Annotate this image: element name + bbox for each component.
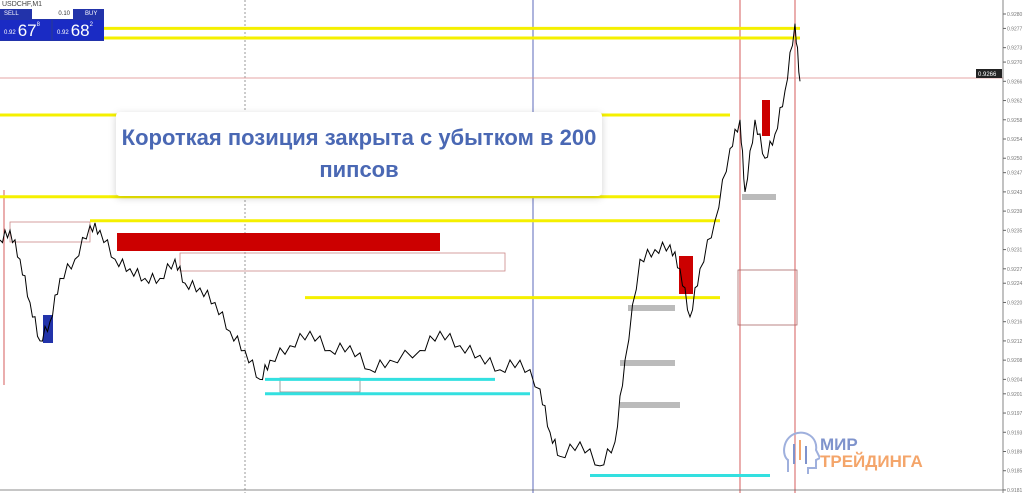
- grey-marker: [620, 402, 680, 408]
- y-tick-label: 0.9189: [1007, 450, 1023, 456]
- bid-fraction: 8: [36, 22, 40, 28]
- y-tick-label: 0.9262: [1007, 99, 1023, 105]
- y-tick-label: 0.9254: [1007, 137, 1023, 143]
- ask-fraction: 2: [89, 22, 93, 28]
- logo-line2: ТРЕЙДИНГА: [820, 452, 923, 471]
- y-tick-label: 0.9277: [1007, 26, 1023, 32]
- sell-button[interactable]: SELL: [4, 11, 19, 17]
- ask-prefix: 0.92: [57, 30, 69, 36]
- y-tick-label: 0.9273: [1007, 46, 1023, 52]
- y-tick-label: 0.9181: [1007, 488, 1023, 493]
- y-tick-label: 0.9197: [1007, 411, 1023, 417]
- y-tick-label: 0.9220: [1007, 300, 1023, 306]
- y-tick-label: 0.9258: [1007, 118, 1023, 124]
- grey-marker: [628, 305, 675, 311]
- zone-outline: [179, 252, 506, 272]
- lot-size-input[interactable]: 0.10: [32, 9, 73, 19]
- bid-quote[interactable]: 0.92 67 8: [0, 20, 51, 40]
- current-price-label: 0.9266: [978, 72, 997, 78]
- y-tick-label: 0.9204: [1007, 377, 1023, 383]
- y-tick-label: 0.9193: [1007, 430, 1023, 436]
- annotation-callout: Короткая позиция закрыта с убытком в 200…: [116, 112, 602, 196]
- y-tick-label: 0.9239: [1007, 209, 1023, 215]
- zone-outline: [737, 269, 798, 326]
- logo-line1: МИР: [820, 435, 858, 454]
- y-tick-label: 0.9235: [1007, 228, 1023, 234]
- buy-button[interactable]: BUY: [85, 11, 98, 17]
- y-tick-label: 0.9250: [1007, 156, 1023, 162]
- callout-text: Короткая позиция закрыта с убытком в 200…: [121, 125, 597, 182]
- symbol-header: USDCHF,M1: [2, 0, 47, 9]
- ask-pips: 68: [70, 21, 90, 40]
- y-tick-label: 0.9224: [1007, 281, 1023, 287]
- current-price-badge: [976, 69, 1002, 78]
- price-series-line: [0, 23, 801, 467]
- candle-zone: [762, 100, 770, 136]
- y-tick-label: 0.9243: [1007, 190, 1023, 196]
- y-tick-label: 0.9231: [1007, 248, 1023, 254]
- brand-logo: МИР ТРЕЙДИНГА: [780, 430, 923, 476]
- y-tick-label: 0.9201: [1007, 392, 1023, 398]
- head-chart-icon: [783, 431, 820, 474]
- y-tick-label: 0.9247: [1007, 171, 1023, 177]
- grey-marker: [620, 360, 675, 366]
- y-tick-label: 0.9227: [1007, 267, 1023, 273]
- supply-zone: [117, 233, 440, 251]
- zone-outline: [9, 221, 91, 243]
- y-tick-label: 0.9208: [1007, 358, 1023, 364]
- one-click-trading-panel: SELL 0.10 BUY 0.92 67 8 0.92 68 2: [0, 9, 104, 41]
- bid-prefix: 0.92: [4, 30, 16, 36]
- y-tick-label: 0.9216: [1007, 320, 1023, 326]
- y-tick-label: 0.9270: [1007, 60, 1023, 66]
- bid-pips: 67: [17, 21, 37, 40]
- y-tick-label: 0.9185: [1007, 469, 1023, 475]
- y-tick-label: 0.9212: [1007, 339, 1023, 345]
- y-tick-label: 0.9280: [1007, 12, 1023, 18]
- grey-marker: [742, 194, 776, 200]
- ask-quote[interactable]: 0.92 68 2: [53, 20, 104, 40]
- y-tick-label: 0.9266: [1007, 79, 1023, 85]
